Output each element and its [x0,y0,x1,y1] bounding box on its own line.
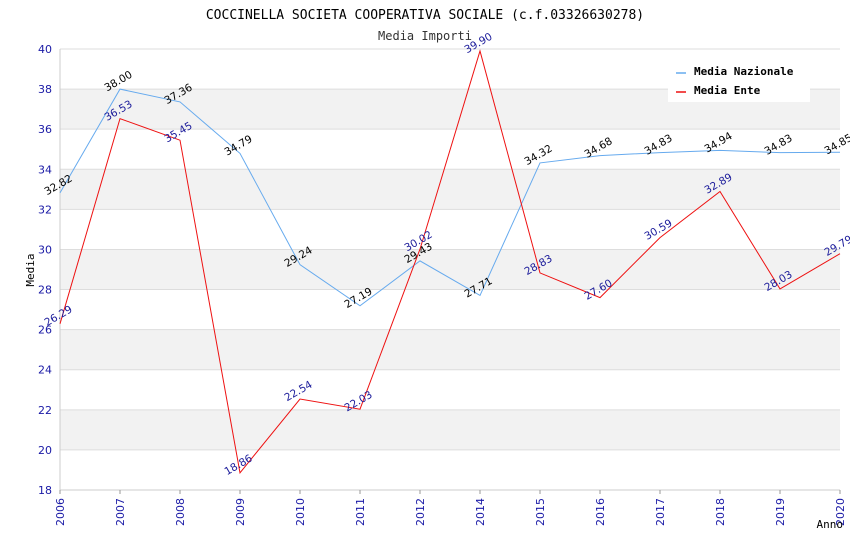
chart-title: COCCINELLA SOCIETA COOPERATIVA SOCIALE (… [206,8,644,23]
y-tick-label: 22 [38,404,52,417]
x-tick-label: 2012 [414,498,427,526]
x-tick-label: 2006 [54,498,67,526]
axes [59,49,841,494]
x-tick-label: 2008 [174,498,187,526]
band [60,249,840,290]
legend: Media Nazionale Media Ente [668,58,810,102]
x-tick-label: 2020 [834,498,847,526]
y-tick-label: 18 [38,484,52,497]
y-tick-label: 32 [38,203,52,216]
band [60,329,840,370]
x-tick-label: 2010 [294,498,307,526]
x-tick-label: 2016 [594,498,607,526]
y-tick-label: 28 [38,284,52,297]
x-tick-label: 2009 [234,498,247,526]
series-line-media-nazionale [59,88,841,307]
x-tick-label: 2019 [774,498,787,526]
alternating-bands [60,89,840,450]
y-tick-label: 26 [38,324,52,337]
x-tick-label: 2014 [474,498,487,526]
series-line-media-ente [59,49,841,474]
y-tick-label: 20 [38,444,52,457]
band [60,169,840,210]
x-tick-label: 2011 [354,498,367,526]
x-tick-label: 2007 [114,498,127,526]
y-tick-label: 40 [38,43,52,56]
x-tick-label: 2017 [654,498,667,526]
x-tick-label: 2018 [714,498,727,526]
x-tick-label: 2015 [534,498,547,526]
series-lines [59,49,841,474]
y-axis-label: Media [24,253,37,286]
x-tick-labels: 2006 2007 2008 2009 2010 2011 2012 2014 2015 2016… [54,498,847,526]
legend-box [668,58,810,102]
y-tick-label: 34 [38,163,52,176]
legend-label-media-ente: Media Ente [694,84,761,97]
x-axis-label: Anno [817,518,844,531]
band [60,409,840,450]
y-tick-label: 24 [38,364,52,377]
y-tick-label: 36 [38,123,52,136]
chart-subtitle: Media Importi [378,29,472,43]
y-tick-labels: 18 20 22 24 26 28 30 32 34 36 38 40 [38,43,52,497]
legend-label-media-nazionale: Media Nazionale [694,65,794,78]
y-tick-label: 30 [38,243,52,256]
y-tick-label: 38 [38,83,52,96]
